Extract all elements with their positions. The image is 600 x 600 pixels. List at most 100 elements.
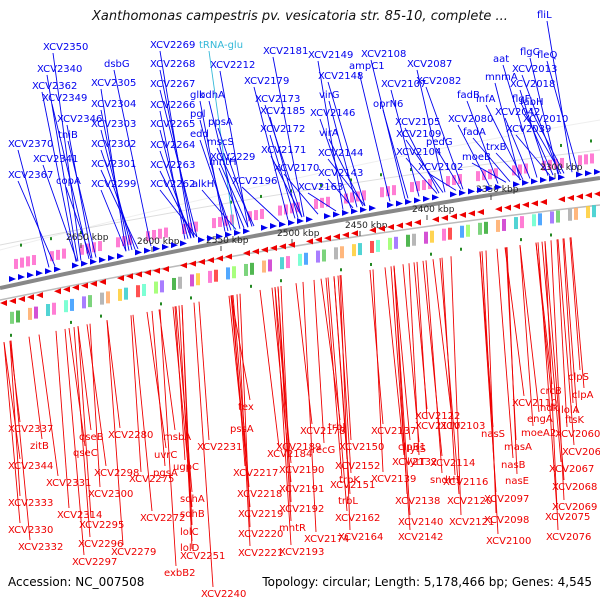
tick-mark [280, 279, 282, 283]
feature-block [194, 221, 198, 232]
gene-label-reverse: tex [238, 402, 254, 413]
ruler-labels: 2300 kbp 2350 kbp 2400 kbp 2450 kbp 2500 kbp… [66, 163, 583, 252]
gene-label-forward: glk [190, 90, 205, 101]
gene-label-reverse: XCV2219 [238, 509, 283, 520]
gene-label-reverse: qseC [73, 448, 98, 459]
gene-label-forward: XCV2163 [298, 182, 343, 193]
reverse-gene-arrow [558, 196, 565, 203]
gene-label-forward: XCV2268 [150, 59, 195, 70]
feature-block [262, 260, 266, 273]
feature-block [268, 259, 272, 272]
gene-label-reverse: XCV2162 [335, 513, 380, 524]
gene-label-reverse: XCV2174 [304, 534, 349, 545]
feature-block [554, 158, 558, 169]
tick-mark [520, 238, 522, 242]
reverse-gene-arrow [531, 200, 538, 207]
gene-label-forward: mntH [209, 157, 237, 168]
gene-label-forward: XCV2229 [210, 152, 255, 163]
feature-block [154, 281, 158, 294]
callout-line [68, 328, 86, 447]
callout-line [313, 279, 325, 444]
gene-label-reverse: clpA [572, 390, 594, 401]
callout-line [73, 327, 91, 538]
gene-label-forward: XCV2350 [43, 42, 88, 53]
feature-block [430, 230, 434, 243]
feature-block [286, 256, 290, 269]
callout-line [236, 294, 251, 547]
reverse-gene-arrow [342, 231, 349, 238]
gene-label-reverse: XCV2114 [430, 458, 475, 469]
forward-gene-arrow [162, 243, 169, 250]
feature-block [196, 273, 200, 286]
forward-gene-arrow [270, 223, 277, 230]
feature-block [496, 219, 500, 232]
gene-label-forward: mnmA [485, 72, 518, 83]
gene-label-forward: copA [56, 176, 81, 187]
gene-label-forward: tRNA-glu [199, 40, 243, 51]
callout-line [106, 320, 121, 429]
callout-line [569, 237, 581, 371]
gene-label-forward: XCV2263 [150, 160, 195, 171]
feature-block [100, 292, 104, 305]
forward-gene-arrow [36, 270, 43, 277]
feature-block [86, 243, 90, 254]
callout-line [570, 237, 585, 389]
callout-line [51, 103, 90, 260]
callout-line [218, 167, 245, 229]
reverse-callout-lines [3, 237, 585, 588]
feature-block [586, 206, 590, 219]
callout-line [280, 285, 292, 503]
gene-label-reverse: XCV2231 [197, 442, 242, 453]
callout-line [130, 315, 142, 473]
feature-block [208, 270, 212, 283]
ruler-label: 2400 kbp [412, 205, 455, 215]
feature-block [394, 236, 398, 249]
callout-line [64, 328, 85, 556]
callout-line [232, 295, 250, 488]
reverse-gene-arrow [477, 208, 484, 215]
callout-line [432, 259, 453, 420]
feature-block [416, 181, 420, 192]
forward-gene-arrow [468, 188, 475, 195]
forward-gene-arrow [558, 174, 565, 181]
feature-block [362, 190, 366, 201]
callout-line [393, 265, 411, 441]
gene-label-reverse: XCV2298 [94, 468, 139, 479]
tick-mark [550, 233, 552, 237]
gene-label-forward: fadA [463, 127, 486, 138]
forward-gene-arrow [45, 268, 52, 275]
gene-label-reverse: trbL [338, 496, 358, 507]
gene-label-forward: XCV2109 [396, 129, 441, 140]
feature-block [116, 237, 120, 248]
backbone-arc-inner [0, 204, 600, 301]
forward-gene-arrow [117, 253, 124, 260]
gene-label-forward: XCV2264 [150, 140, 195, 151]
feature-block [422, 180, 426, 191]
feature-block [458, 174, 462, 185]
feature-block [388, 237, 392, 250]
callout-line [532, 124, 562, 175]
tick-mark [100, 314, 102, 318]
callout-line [481, 251, 499, 535]
callout-line [408, 263, 420, 456]
tick-mark [340, 268, 342, 272]
callout-line [485, 104, 524, 180]
forward-gene-arrow [81, 260, 88, 267]
callout-line [181, 304, 193, 550]
gene-label-reverse: XCV2068 [552, 482, 597, 493]
callout-line [216, 147, 255, 227]
callout-line [159, 110, 186, 240]
callout-line [198, 301, 210, 441]
gene-label-forward: XCV2303 [91, 119, 136, 130]
gene-label-reverse: XCV2116 [443, 477, 488, 488]
gene-label-reverse: XCV2075 [545, 512, 590, 523]
gene-label-forward: XCV2346 [57, 114, 102, 125]
callout-line [372, 269, 384, 473]
reverse-gene-arrow [306, 238, 313, 245]
feature-block [520, 216, 524, 229]
callout-line [466, 100, 499, 184]
gene-label-reverse: XCV2139 [371, 474, 416, 485]
forward-gene-arrow [216, 233, 223, 240]
gene-label-reverse: XCV2344 [8, 461, 53, 472]
